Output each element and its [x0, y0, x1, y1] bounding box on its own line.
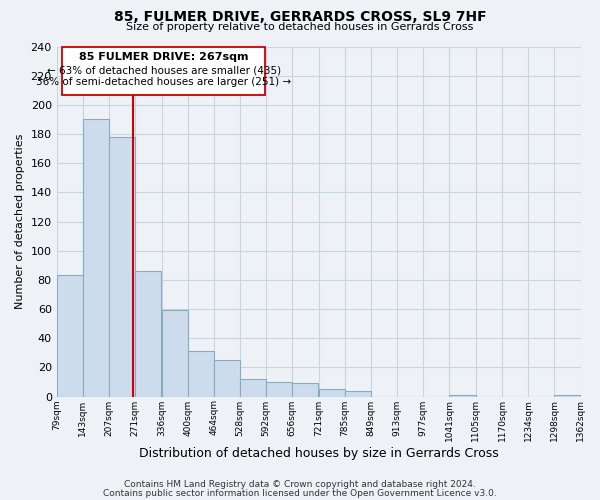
Bar	[109, 137, 135, 396]
Bar	[449, 395, 476, 396]
Bar	[161, 310, 188, 396]
X-axis label: Distribution of detached houses by size in Gerrards Cross: Distribution of detached houses by size …	[139, 447, 499, 460]
Bar	[83, 120, 109, 396]
Text: Contains public sector information licensed under the Open Government Licence v3: Contains public sector information licen…	[103, 489, 497, 498]
Text: 85 FULMER DRIVE: 267sqm: 85 FULMER DRIVE: 267sqm	[79, 52, 248, 62]
Text: Size of property relative to detached houses in Gerrards Cross: Size of property relative to detached ho…	[127, 22, 473, 32]
Bar	[266, 382, 292, 396]
Text: Contains HM Land Registry data © Crown copyright and database right 2024.: Contains HM Land Registry data © Crown c…	[124, 480, 476, 489]
Bar	[240, 379, 266, 396]
Bar	[188, 352, 214, 397]
Text: 36% of semi-detached houses are larger (251) →: 36% of semi-detached houses are larger (…	[36, 77, 292, 87]
Bar	[319, 389, 345, 396]
Bar	[135, 271, 161, 396]
Y-axis label: Number of detached properties: Number of detached properties	[15, 134, 25, 309]
Bar	[554, 395, 581, 396]
Bar	[292, 384, 319, 396]
Bar	[56, 276, 83, 396]
Text: ← 63% of detached houses are smaller (435): ← 63% of detached houses are smaller (43…	[47, 66, 281, 76]
Bar	[214, 360, 240, 397]
Text: 85, FULMER DRIVE, GERRARDS CROSS, SL9 7HF: 85, FULMER DRIVE, GERRARDS CROSS, SL9 7H…	[113, 10, 487, 24]
FancyBboxPatch shape	[62, 46, 265, 94]
Bar	[345, 390, 371, 396]
